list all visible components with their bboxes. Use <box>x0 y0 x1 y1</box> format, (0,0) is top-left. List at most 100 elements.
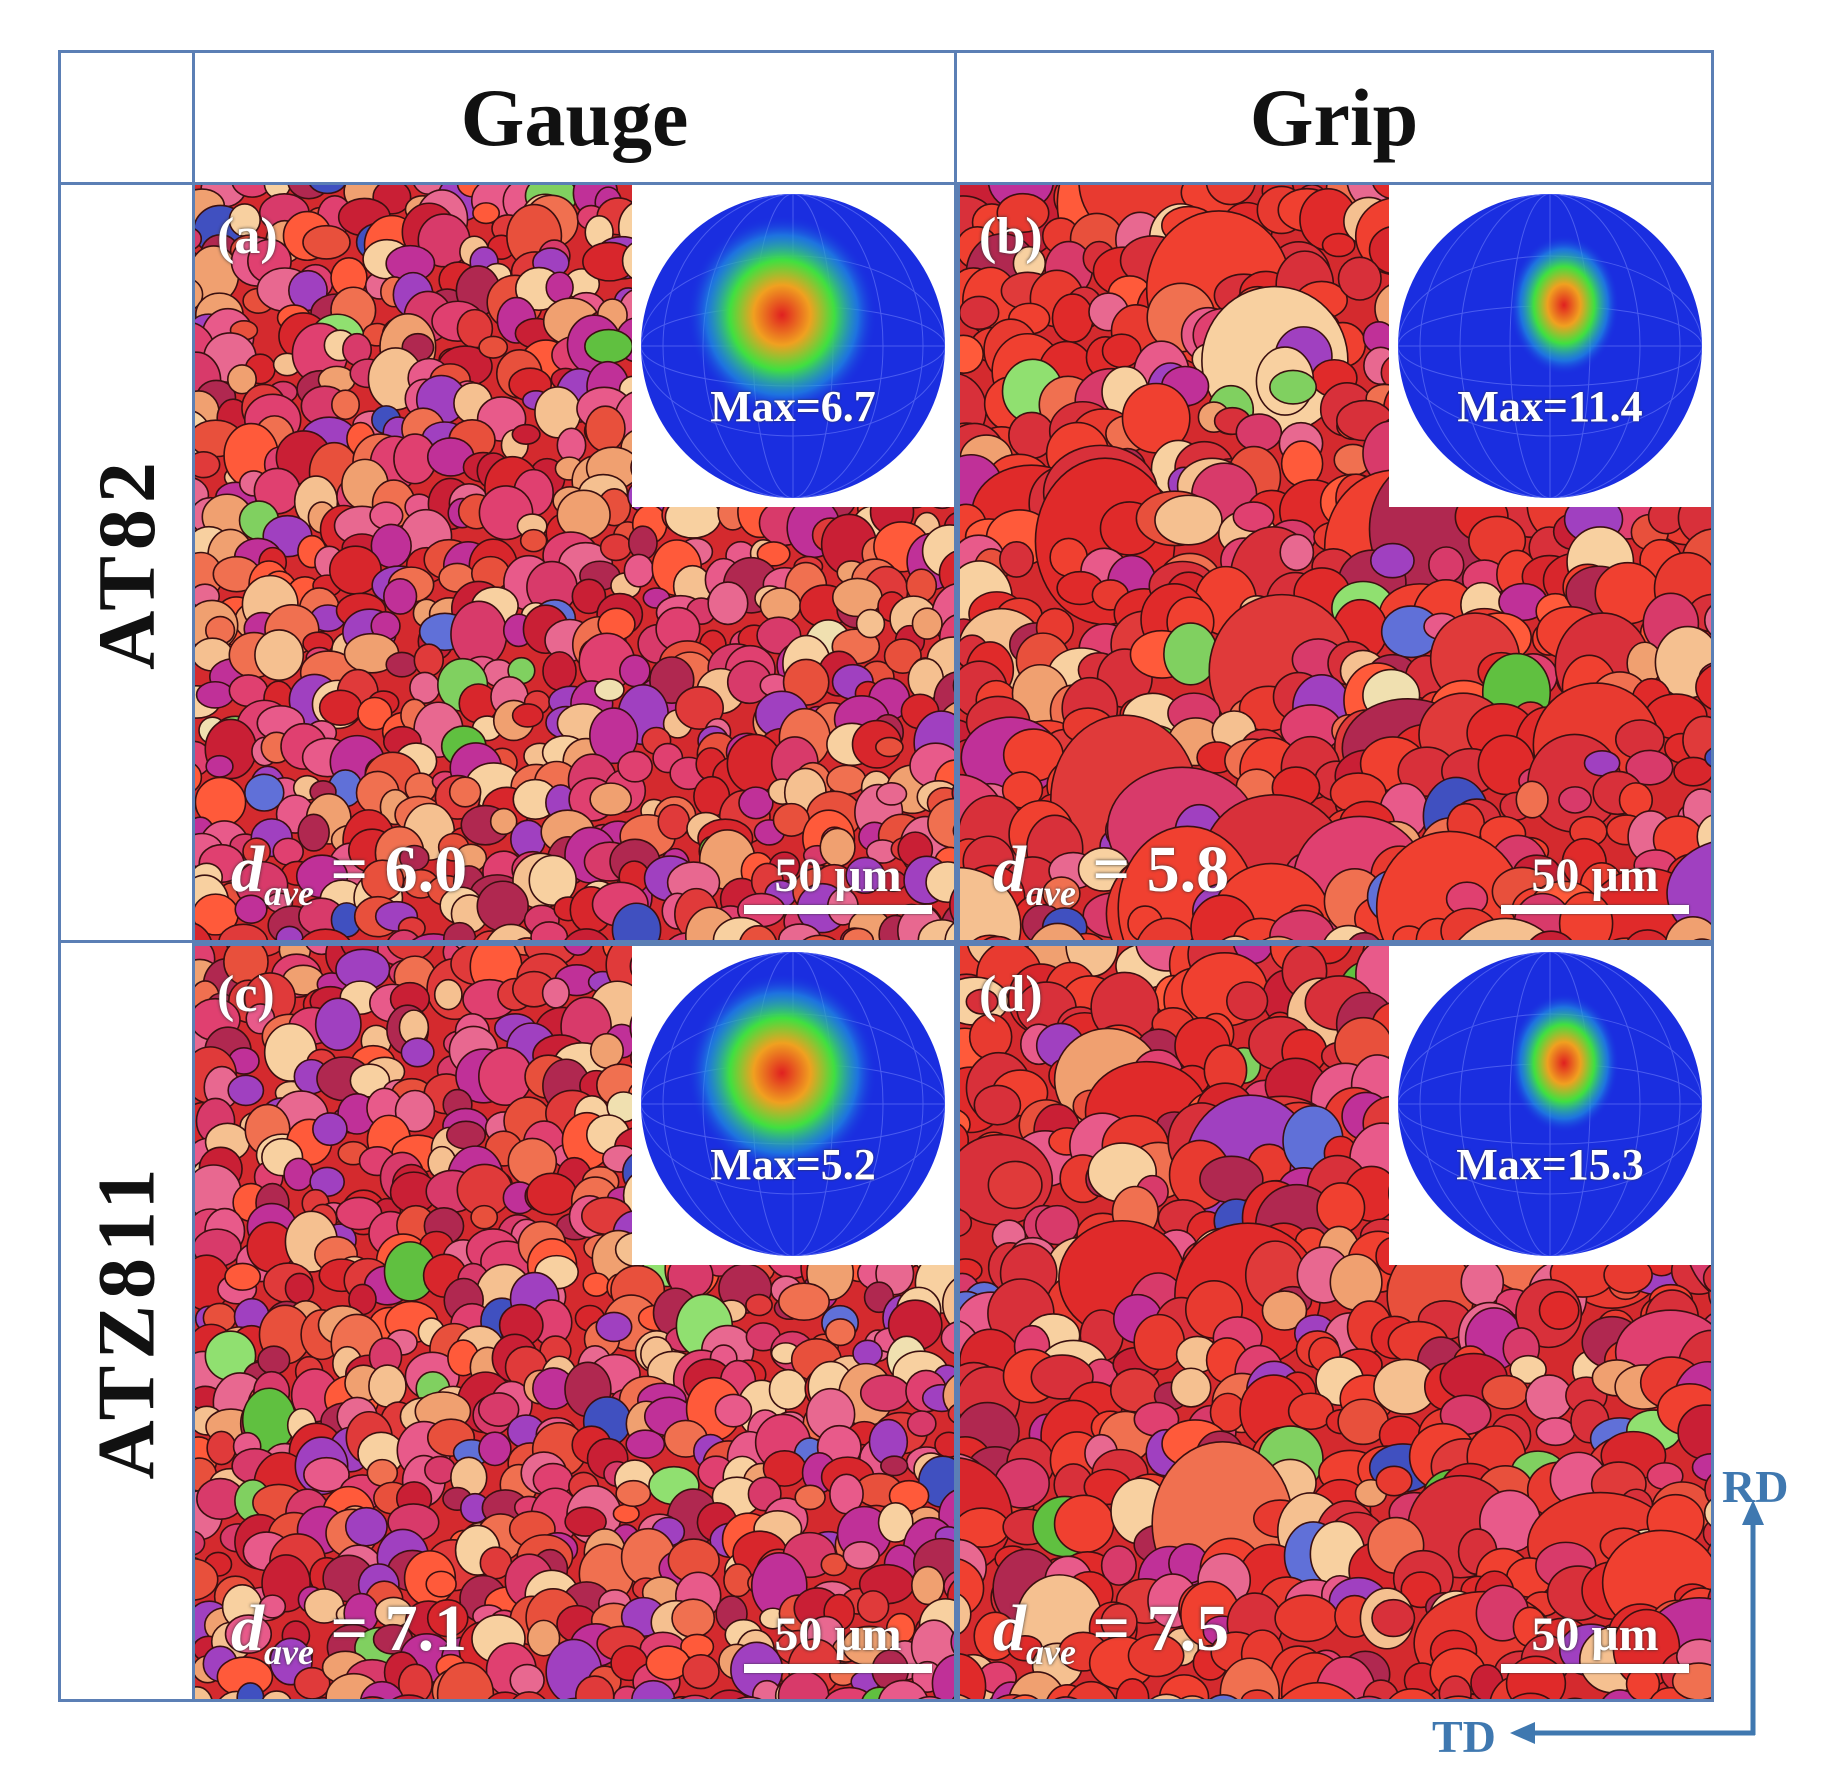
grain <box>631 1679 676 1699</box>
grain <box>478 1431 512 1467</box>
grain <box>657 803 691 840</box>
grain <box>1691 1453 1711 1482</box>
grain <box>1702 1263 1711 1293</box>
grain <box>842 1541 880 1570</box>
grain <box>674 686 724 730</box>
grain <box>1136 917 1198 940</box>
grain <box>1127 1633 1185 1678</box>
corner-cell <box>58 50 195 185</box>
grain <box>595 1311 633 1343</box>
ebsd-map-panel-a: Max=6.7 (a) dave = 6.0 50 μm <box>195 185 954 940</box>
grain <box>309 185 346 195</box>
grain <box>942 1374 954 1417</box>
grain <box>802 934 837 940</box>
column-header-grip-text: Grip <box>1249 71 1419 163</box>
grain <box>589 782 633 816</box>
grain <box>880 1455 909 1477</box>
ebsd-map-panel-b: Max=11.4 (b) dave = 5.8 50 μm <box>957 185 1711 940</box>
d-value: = 5.8 <box>1092 833 1230 906</box>
rd-axis-label: RD <box>1722 1461 1789 1512</box>
grain <box>195 763 203 791</box>
grain <box>262 1690 292 1699</box>
grain <box>682 1654 720 1690</box>
grain <box>958 295 1000 331</box>
grain <box>842 927 875 940</box>
grain <box>542 651 577 692</box>
grain <box>917 919 954 940</box>
grain <box>1279 1681 1357 1699</box>
grain <box>195 922 212 940</box>
d-symbol: d <box>993 1592 1026 1665</box>
rd-td-axis-arrows <box>1510 1500 1764 1744</box>
d-value: = 7.5 <box>1092 1592 1230 1665</box>
grain <box>383 578 418 615</box>
grain <box>824 1318 856 1347</box>
grain <box>852 1339 883 1368</box>
grain <box>1170 1367 1212 1408</box>
pole-figure-max: Max=15.3 <box>1456 1140 1644 1189</box>
grain <box>940 1321 954 1355</box>
grain <box>258 1594 287 1619</box>
grain <box>472 202 501 225</box>
grain <box>745 1293 773 1317</box>
grain <box>1695 664 1711 710</box>
grain <box>470 1204 499 1230</box>
grain <box>1316 1182 1366 1234</box>
grain <box>357 696 393 731</box>
grain <box>877 1501 914 1543</box>
scale-bar-label: 50 μm <box>1531 1608 1659 1661</box>
scale-bar-label: 50 μm <box>774 1608 902 1661</box>
grain <box>195 1557 219 1601</box>
grain <box>1274 1594 1339 1643</box>
grain <box>511 703 544 728</box>
grain <box>952 825 954 837</box>
pole-figure-max: Max=5.2 <box>710 1140 876 1189</box>
grain <box>509 1663 545 1697</box>
pole-figure-icon <box>1398 952 1702 1256</box>
grain <box>218 923 269 940</box>
grain <box>1261 1290 1308 1331</box>
column-header-grip: Grip <box>954 50 1714 185</box>
grain <box>1035 1204 1080 1246</box>
grain <box>1321 232 1356 258</box>
grain <box>426 1599 469 1638</box>
grain <box>1704 747 1711 768</box>
column-header-gauge: Gauge <box>192 50 957 185</box>
scale-bar-line <box>744 1664 932 1673</box>
grain <box>925 861 954 904</box>
d-symbol: d <box>231 833 264 906</box>
grain <box>257 1345 291 1376</box>
grain <box>707 581 749 626</box>
grain <box>344 1506 388 1547</box>
ebsd-map-panel-c: Max=5.2 (c) dave = 7.1 50 μm <box>195 943 954 1699</box>
panel-label: (d) <box>979 966 1043 1023</box>
grain <box>941 1278 954 1330</box>
grain <box>1150 1693 1183 1699</box>
grain <box>1702 1519 1711 1548</box>
scale-bar-line <box>744 905 932 914</box>
grain <box>883 638 922 674</box>
grain <box>594 678 625 702</box>
grain <box>224 1614 273 1654</box>
d-subscript: ave <box>1026 873 1076 913</box>
d-symbol: d <box>993 833 1026 906</box>
grain <box>476 880 529 932</box>
grain <box>947 1404 954 1424</box>
grain <box>1262 935 1294 940</box>
grain <box>477 1392 520 1427</box>
grain <box>931 1654 954 1699</box>
grain <box>1443 1695 1474 1699</box>
grain <box>1693 938 1711 940</box>
grain <box>314 997 362 1051</box>
grain <box>1369 542 1415 579</box>
grain <box>1054 1696 1078 1699</box>
grain <box>611 902 662 940</box>
grain <box>671 1598 716 1639</box>
grain <box>965 988 999 1015</box>
grain <box>973 1611 1018 1661</box>
grain <box>856 1590 890 1624</box>
grain <box>714 1393 753 1428</box>
grain <box>297 813 330 852</box>
grain <box>303 1456 350 1493</box>
d-subscript: ave <box>1026 1632 1076 1672</box>
